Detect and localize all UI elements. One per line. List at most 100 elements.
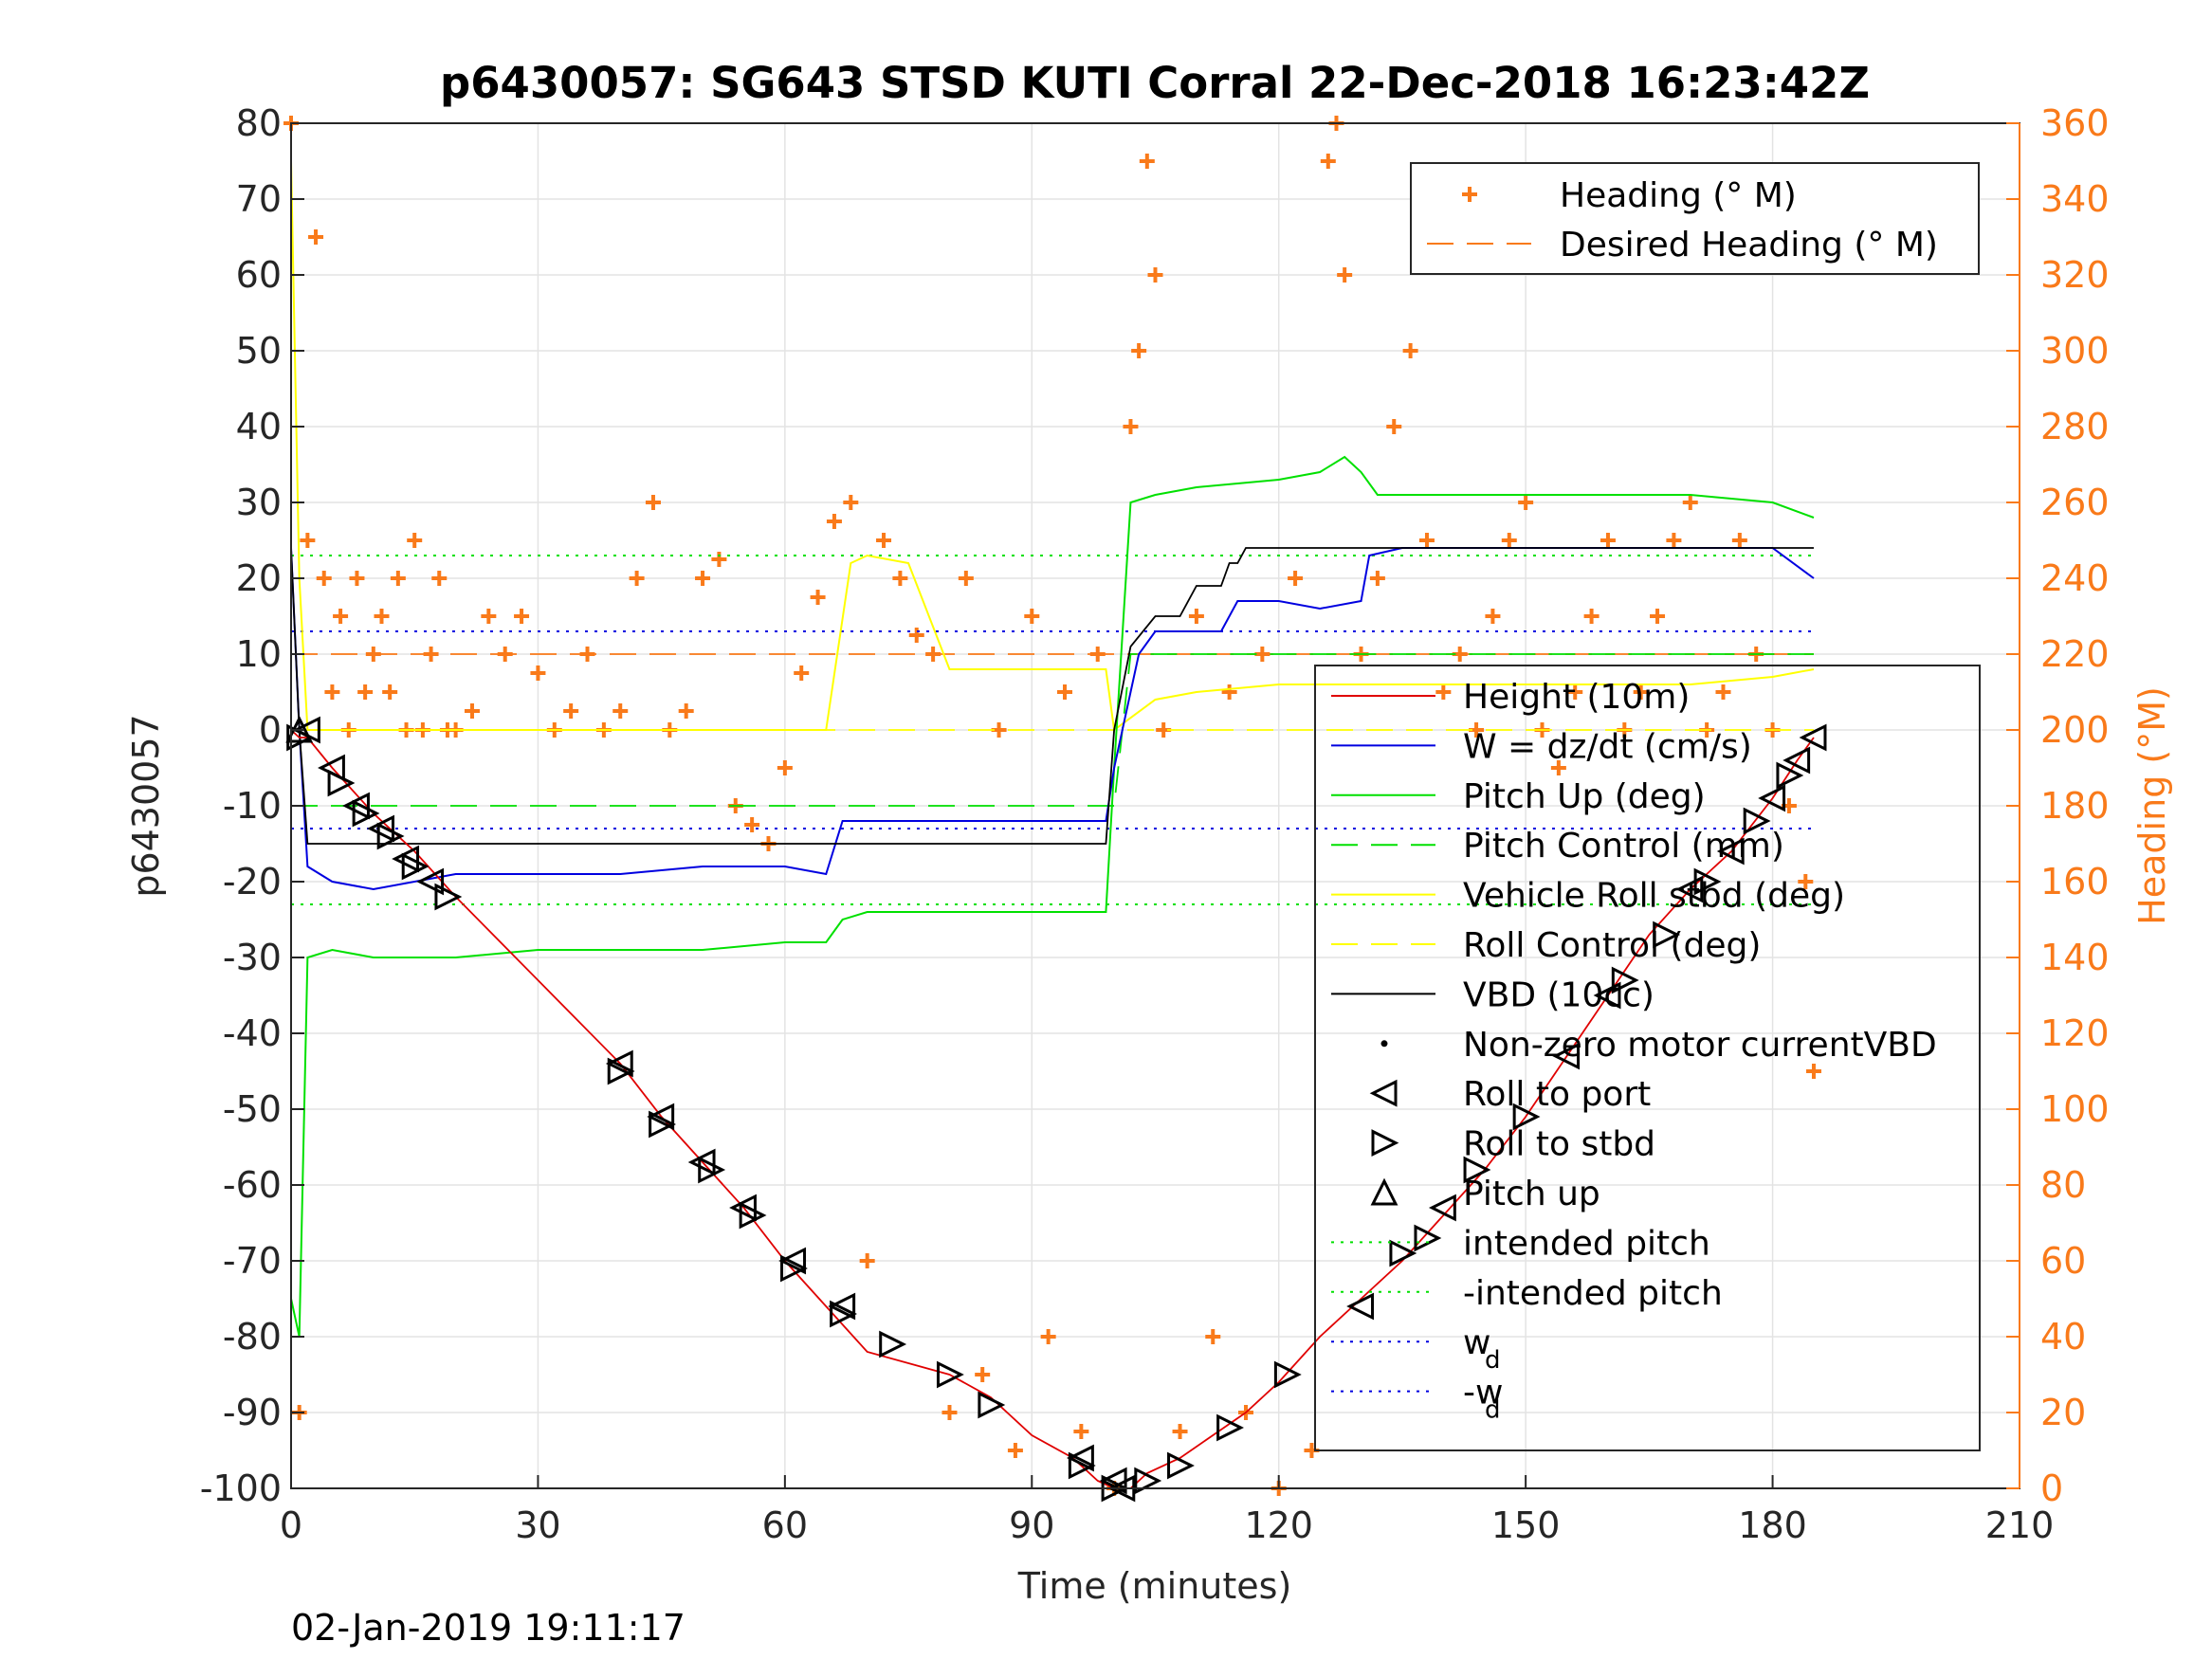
y-tick-label-right: 100	[2040, 1088, 2110, 1130]
heading-point	[382, 684, 398, 700]
legend-main-label: -intended pitch	[1463, 1274, 1723, 1313]
legend-main-label: intended pitch	[1463, 1224, 1710, 1263]
x-tick-label: 30	[515, 1504, 560, 1546]
footer-timestamp: 02-Jan-2019 19:11:17	[291, 1607, 686, 1649]
heading-point	[300, 533, 316, 548]
heading-point	[431, 571, 448, 586]
y-tick-label-left: 40	[236, 406, 282, 447]
heading-point	[1583, 609, 1600, 624]
heading-point	[876, 533, 892, 548]
y-tick-label-left: -20	[223, 861, 282, 902]
chart-title: p6430057: SG643 STSD KUTI Corral 22-Dec-…	[440, 58, 1870, 108]
heading-point	[1731, 533, 1747, 548]
legend-top: Heading (° M) Desired Heading (° M)	[1410, 162, 1980, 275]
heading-point	[1057, 684, 1073, 700]
heading-point	[1501, 533, 1517, 548]
heading-point	[324, 684, 340, 700]
roll-to-port-marker	[729, 1194, 757, 1222]
roll-to-stbd-marker	[286, 723, 315, 752]
legend-motor-dot-swatch	[1380, 1040, 1388, 1048]
y-tick-label-right: 140	[2040, 937, 2110, 978]
y-tick-label-left: -50	[223, 1088, 282, 1130]
roll-to-port-marker	[1593, 981, 1621, 1010]
roll-to-stbd-marker	[352, 799, 380, 828]
heading-point	[695, 571, 711, 586]
heading-point	[1567, 684, 1583, 700]
roll-to-port-marker	[1067, 1444, 1094, 1472]
roll-to-stbd-marker	[1463, 1156, 1491, 1184]
heading-point	[1715, 684, 1731, 700]
heading-point	[1147, 267, 1163, 283]
roll-to-port-marker	[1346, 1292, 1375, 1321]
heading-point	[1435, 684, 1452, 700]
legend-main: Height (10m) W = dz/dt (cm/s) Pitch Up (de…	[1314, 665, 1981, 1451]
y-tick-label-right: 40	[2040, 1316, 2086, 1358]
y-tick-label-left: 80	[236, 102, 282, 144]
roll-to-port-marker	[687, 1148, 716, 1176]
heading-point	[1320, 154, 1336, 169]
heading-point	[711, 552, 727, 567]
heading-point	[1798, 874, 1814, 889]
heading-point	[308, 229, 324, 245]
roll-to-stbd-marker	[401, 852, 430, 881]
y-axis-label-left: p6430057	[125, 714, 167, 897]
heading-point	[464, 703, 480, 719]
heading-point	[374, 609, 390, 624]
roll-to-port-marker	[1716, 837, 1745, 866]
y-axis-label-right: Heading (°M)	[2131, 686, 2173, 925]
roll-to-stbd-marker	[376, 822, 405, 850]
y-tick-label-right: 340	[2040, 178, 2110, 220]
x-tick-label: 60	[762, 1504, 808, 1546]
heading-point	[1188, 609, 1204, 624]
roll-to-port-marker	[1428, 1194, 1456, 1222]
roll-to-stbd-marker	[607, 1057, 635, 1085]
roll-to-stbd-marker	[1512, 1103, 1541, 1131]
x-tick-label: 180	[1738, 1504, 1807, 1546]
roll-to-stbd-marker	[780, 1254, 808, 1283]
heading-point	[1682, 495, 1698, 510]
heading-point	[645, 495, 661, 510]
heading-point	[333, 609, 349, 624]
heading-point	[1805, 1064, 1821, 1079]
roll-to-port-marker	[647, 1103, 675, 1131]
y-tick-label-left: 70	[236, 178, 282, 220]
heading-point	[1024, 609, 1040, 624]
roll-to-stbd-marker	[327, 769, 356, 797]
legend-top-label: Desired Heading (° M)	[1560, 226, 1938, 264]
y-tick-label-left: -60	[223, 1164, 282, 1206]
roll-to-port-marker	[828, 1292, 856, 1321]
legend-triangle-swatch	[1370, 1177, 1398, 1206]
y-tick-label-left: 30	[236, 482, 282, 523]
y-tick-label-left: 0	[259, 709, 282, 751]
roll-to-port-marker	[342, 792, 370, 820]
heading-point	[826, 514, 842, 529]
roll-to-stbd-marker	[1743, 807, 1771, 835]
heading-point	[357, 684, 374, 700]
pitch-control-mm-line	[291, 653, 1814, 807]
roll-to-port-marker	[1782, 746, 1811, 775]
heading-point	[1650, 609, 1666, 624]
roll-to-stbd-marker	[879, 1330, 907, 1358]
roll-to-stbd-marker	[739, 1201, 767, 1230]
roll-to-port-marker	[416, 867, 445, 896]
y-tick-label-right: 300	[2040, 330, 2110, 372]
roll-to-port-marker	[1552, 1042, 1581, 1070]
y-tick-label-left: 50	[236, 330, 282, 372]
y-tick-label-right: 200	[2040, 709, 2110, 751]
heading-point	[407, 533, 423, 548]
grid	[290, 122, 2020, 1489]
legend-main-label: Height (10m)	[1463, 678, 1690, 717]
legend-subscript: d	[1485, 1346, 1501, 1375]
heading-point	[1288, 571, 1304, 586]
heading-point	[1221, 684, 1237, 700]
legend-main-label: Roll to stbd	[1463, 1125, 1655, 1164]
legend-top-label: Heading (° M)	[1560, 176, 1797, 215]
heading-point	[481, 609, 497, 624]
legend-main-label: Pitch Up (deg)	[1463, 777, 1706, 816]
legend-main-label: Pitch up	[1463, 1175, 1600, 1213]
legend-heading-swatch	[1462, 187, 1477, 202]
heading-point	[349, 571, 365, 586]
legend-main-label: w	[1463, 1323, 1490, 1362]
